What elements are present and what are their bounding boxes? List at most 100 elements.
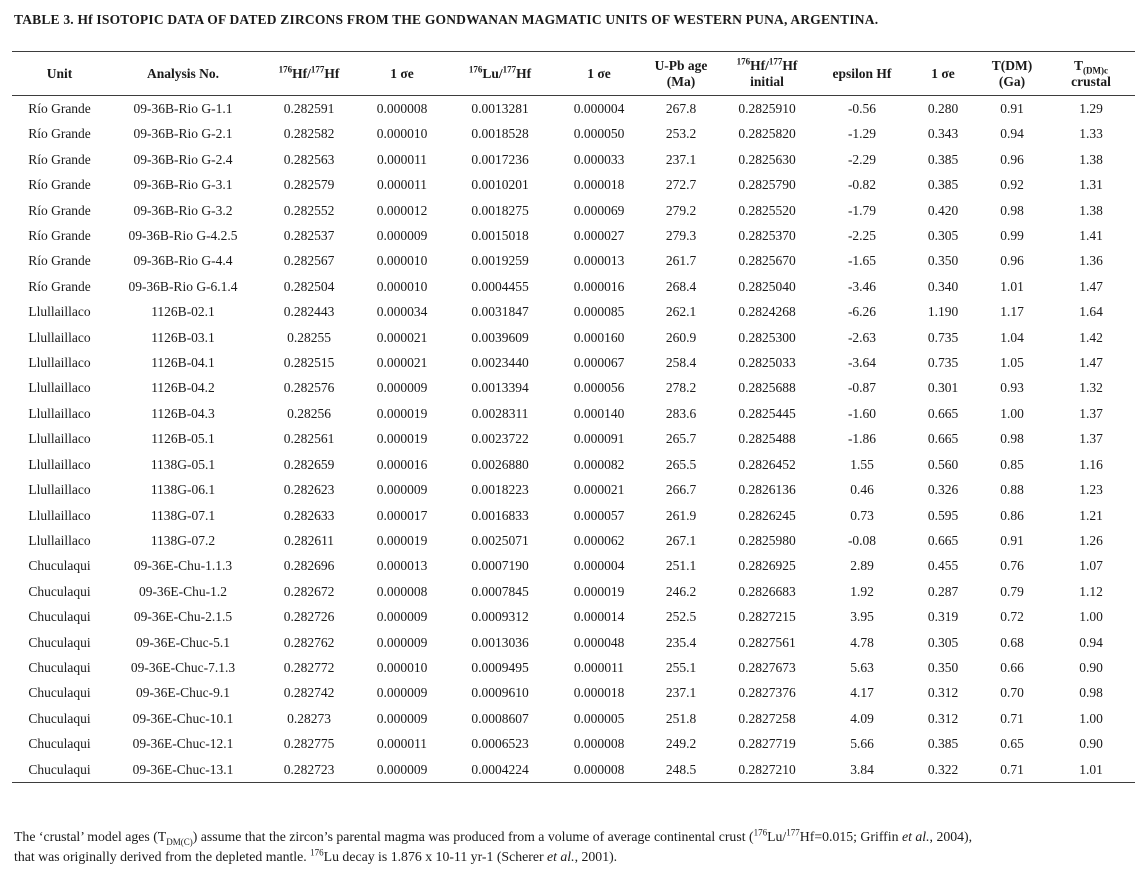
table-cell: 09-36E-Chu-1.2 [138, 583, 228, 599]
table-cell: 0.000008 [376, 583, 428, 599]
table-cell: 0.0009312 [471, 609, 529, 625]
table-cell: 0.0018223 [471, 482, 529, 498]
table-cell: 0.71 [1000, 761, 1024, 777]
table-cell: 0.0009610 [471, 685, 529, 701]
table-cell: 0.86 [1000, 507, 1024, 523]
table-cell: 1138G-07.2 [150, 532, 216, 548]
table-cell: 1.92 [850, 583, 874, 599]
table-cell: 1.00 [1079, 609, 1103, 625]
table-cell: 0.2825520 [738, 202, 796, 218]
table-cell: 0.98 [1079, 685, 1103, 701]
table-cell: 0.76 [1000, 558, 1024, 574]
table-cell: 0.88 [1000, 482, 1024, 498]
table-cell: 0.91 [1000, 532, 1024, 548]
table-cell: -6.26 [847, 304, 877, 320]
table-cell: 1138G-07.1 [150, 507, 216, 523]
table-cell: 0.96 [1000, 151, 1024, 167]
column-header-sigma-2: 1 σe [587, 65, 611, 81]
table-cell: 1126B-05.1 [151, 431, 215, 447]
table-cell: 279.3 [665, 228, 697, 244]
column-header-tdm-ga: T(DM) (Ga) [991, 57, 1033, 89]
table-cell: 0.455 [927, 558, 959, 574]
table-cell: 0.735 [927, 329, 959, 345]
table-cell: 0.2827376 [738, 685, 796, 701]
table-cell: 0.595 [927, 507, 959, 523]
table-cell: 0.2825670 [738, 253, 796, 269]
table-cell: Llullaillaco [28, 329, 91, 345]
table-cell: 0.2825630 [738, 151, 796, 167]
column-header-upb-age: U-Pb age (Ma) [654, 57, 708, 89]
table-cell: 1.47 [1079, 355, 1103, 371]
table-cell: 235.4 [665, 634, 697, 650]
table-cell: 0.326 [927, 482, 959, 498]
table-cell: 0.000011 [376, 177, 428, 193]
table-cell: 1126B-03.1 [151, 329, 215, 345]
table-cell: Río Grande [28, 278, 91, 294]
table-cell: 0.000082 [573, 456, 625, 472]
table-cell: Llullaillaco [28, 456, 91, 472]
table-cell: 0.98 [1000, 431, 1024, 447]
table-cell: 0.000004 [573, 101, 625, 116]
table-cell: 0.0004224 [471, 761, 529, 777]
table-cell: 0.000021 [376, 355, 428, 371]
table-cell: 0.2827673 [738, 659, 796, 675]
table-cell: 0.0028311 [471, 405, 529, 421]
table-cell: 09-36E-Chu-1.1.3 [133, 558, 233, 574]
table-cell: 1.37 [1079, 405, 1103, 421]
table-cell: 1.29 [1079, 101, 1103, 116]
table-cell: Llullaillaco [28, 431, 91, 447]
table-cell: 09-36E-Chuc-10.1 [132, 710, 234, 726]
table-cell: 1.12 [1079, 583, 1103, 599]
table-cell: 0.2825445 [738, 405, 796, 421]
table-cell: 0.0018528 [471, 126, 529, 142]
table-cell: 0.282561 [283, 431, 335, 447]
table-cell: 1.41 [1079, 228, 1103, 244]
table-cell: 262.1 [665, 304, 697, 320]
table-cell: Río Grande [28, 101, 91, 116]
table-cell: 1.37 [1079, 431, 1103, 447]
table-cell: 0.85 [1000, 456, 1024, 472]
table-row: Río Grande 09-36B-Rio G-2.4 0.282563 0.0000… [12, 147, 1135, 172]
table-cell: 0.73 [850, 507, 874, 523]
table-cell: Río Grande [28, 228, 91, 244]
table-cell: 0.000011 [376, 736, 428, 752]
table-cell: 0.000033 [573, 151, 625, 167]
table-row: Río Grande 09-36B-Rio G-3.2 0.282552 0.0000… [12, 198, 1135, 223]
table-cell: 0.000062 [573, 532, 625, 548]
table-cell: 0.2825820 [738, 126, 796, 142]
table-cell: 0.000050 [573, 126, 625, 142]
table-cell: 0.72 [1000, 609, 1024, 625]
table-cell: 251.1 [665, 558, 697, 574]
table-cell: 0.0025071 [471, 532, 529, 548]
table-cell: 0.000017 [376, 507, 428, 523]
table-cell: 0.0008607 [471, 710, 529, 726]
table-cell: 251.8 [665, 710, 697, 726]
table-cell: Llullaillaco [28, 380, 91, 396]
table-cell: Chuculaqui [28, 583, 91, 599]
table-cell: 0.2825910 [738, 101, 796, 116]
table-cell: 0.2825688 [738, 380, 796, 396]
table-cell: 09-36B-Rio G-6.1.4 [128, 278, 238, 294]
table-cell: 0.000009 [376, 710, 428, 726]
column-header-sigma-3: 1 σe [931, 65, 955, 81]
table-cell: Chuculaqui [28, 736, 91, 752]
table-cell: 0.350 [927, 253, 959, 269]
table-cell: 0.282537 [283, 228, 335, 244]
table-row: Llullaillaco 1138G-07.2 0.282611 0.000019 0.… [12, 528, 1135, 553]
table-cell: 1.04 [1000, 329, 1024, 345]
table-cell: 1.16 [1079, 456, 1103, 472]
table-cell: 0.282772 [283, 659, 335, 675]
table-cell: 0.301 [927, 380, 959, 396]
table-cell: 0.000009 [376, 634, 428, 650]
table-cell: 0.2825040 [738, 278, 796, 294]
table-cell: 265.7 [665, 431, 697, 447]
table-cell: 0.000010 [376, 278, 428, 294]
table-cell: 0.0031847 [471, 304, 529, 320]
table-cell: 0.000013 [573, 253, 625, 269]
paper-page: TABLE 3. Hf ISOTOPIC DATA OF DATED ZIRCO… [12, 12, 1135, 864]
table-cell: 0.000012 [376, 202, 428, 218]
table-cell: 0.2825488 [738, 431, 796, 447]
table-cell: 0.385 [927, 736, 959, 752]
table-cell: 0.282775 [283, 736, 335, 752]
table-cell: 0.70 [1000, 685, 1024, 701]
